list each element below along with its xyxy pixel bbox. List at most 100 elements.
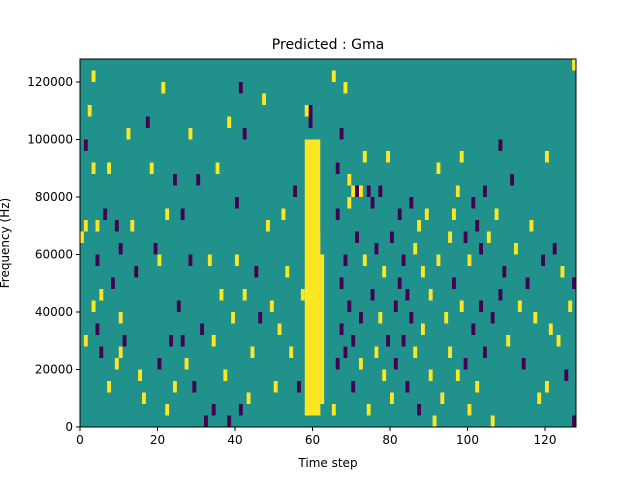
heatmap-cell xyxy=(436,162,441,174)
heatmap-cell xyxy=(393,300,398,312)
heatmap-cell xyxy=(370,197,375,209)
x-tick-label: 100 xyxy=(456,433,479,447)
heatmap-cell xyxy=(463,231,468,243)
heatmap-cell xyxy=(192,381,197,393)
y-tick-label: 80000 xyxy=(35,190,73,204)
heatmap-cell xyxy=(564,369,569,381)
heatmap-cell xyxy=(409,312,414,324)
heatmap-cell xyxy=(359,312,363,324)
heatmap-cell xyxy=(91,162,96,174)
heatmap-cell xyxy=(200,323,204,335)
x-tick-label: 80 xyxy=(382,433,397,447)
heatmap-cell xyxy=(479,300,483,312)
heatmap-cell xyxy=(401,335,406,347)
heatmap-cell xyxy=(134,266,139,278)
y-axis-ticks: 0 20000 40000 60000 80000 100000 120000 xyxy=(27,75,80,434)
heatmap-cell xyxy=(479,243,483,255)
heatmap-cell xyxy=(343,346,348,358)
heatmap-cell xyxy=(273,381,278,393)
heatmap-band xyxy=(316,231,321,416)
heatmap-cell xyxy=(173,174,177,186)
heatmap-cell xyxy=(95,254,100,266)
heatmap-cell xyxy=(393,358,398,370)
heatmap-cell xyxy=(355,185,359,197)
heatmap-cell xyxy=(525,277,530,289)
heatmap-cell xyxy=(91,70,96,82)
heatmap-cell xyxy=(331,70,336,82)
heatmap-cell xyxy=(347,197,352,209)
heatmap-cell xyxy=(122,335,127,347)
heatmap-cell xyxy=(180,208,185,220)
heatmap-cell xyxy=(235,254,239,266)
heatmap-cell xyxy=(359,358,363,370)
heatmap-cell xyxy=(242,128,247,140)
heatmap-cell xyxy=(397,277,402,289)
heatmap-cell xyxy=(173,381,177,393)
heatmap-cell xyxy=(289,346,294,358)
heatmap-cell xyxy=(521,358,526,370)
heatmap-cell xyxy=(510,174,514,186)
heatmap-cell xyxy=(366,185,371,197)
heatmap-cell xyxy=(417,220,421,232)
heatmap-cell xyxy=(374,346,379,358)
heatmap-cell xyxy=(390,231,394,243)
heatmap-cell xyxy=(87,105,92,117)
heatmap-cell xyxy=(467,404,472,416)
x-tick-label: 20 xyxy=(150,433,165,447)
heatmap-cell xyxy=(362,151,367,163)
heatmap-cell xyxy=(107,162,111,174)
heatmap-cell xyxy=(285,266,290,278)
heatmap-cell xyxy=(386,335,390,347)
heatmap-cell xyxy=(370,289,375,301)
heatmap-cell xyxy=(490,415,495,427)
heatmap-cell xyxy=(533,312,538,324)
heatmap-cell xyxy=(211,335,216,347)
heatmap-cell xyxy=(142,392,146,404)
heatmap-cell xyxy=(502,266,507,278)
heatmap-cell xyxy=(293,185,297,197)
heatmap-cell xyxy=(552,243,557,255)
heatmap-cell xyxy=(262,93,266,105)
y-tick-label: 120000 xyxy=(27,75,73,89)
heatmap-cell xyxy=(541,254,545,266)
heatmap-cell xyxy=(238,82,243,94)
heatmap-cell xyxy=(486,231,491,243)
heatmap-cell xyxy=(386,151,390,163)
heatmap-cell xyxy=(184,358,189,370)
heatmap-cell xyxy=(572,59,576,71)
heatmap-cell xyxy=(355,231,359,243)
heatmap-cell xyxy=(235,197,239,209)
heatmap-cell xyxy=(227,415,232,427)
heatmap-cell xyxy=(448,346,452,358)
heatmap-cell xyxy=(455,185,460,197)
heatmap-cell xyxy=(335,208,340,220)
heatmap-cell xyxy=(153,243,158,255)
heatmap-cell xyxy=(250,346,255,358)
heatmap-cell xyxy=(467,254,472,266)
heatmap-cell xyxy=(347,300,352,312)
heatmap-cell xyxy=(409,197,414,209)
heatmap-cell xyxy=(242,289,247,301)
heatmap-cell xyxy=(459,151,464,163)
heatmap-cell xyxy=(475,381,480,393)
heatmap-cell xyxy=(281,208,286,220)
heatmap-cell xyxy=(157,254,162,266)
y-tick-label: 20000 xyxy=(35,363,73,377)
heatmap-cell xyxy=(188,254,193,266)
heatmap-cell xyxy=(378,312,383,324)
heatmap-cell xyxy=(432,415,437,427)
heatmap-cell xyxy=(339,277,344,289)
heatmap-cell xyxy=(343,82,348,94)
heatmap-cell xyxy=(382,266,387,278)
heatmap-cell xyxy=(421,266,425,278)
plot-frame xyxy=(79,58,577,428)
heatmap-cell xyxy=(111,277,115,289)
heatmap-cell xyxy=(118,243,123,255)
x-tick-label: 60 xyxy=(305,433,320,447)
heatmap-cell xyxy=(483,346,487,358)
y-axis-label: Frequency (Hz) xyxy=(0,198,12,289)
heatmap-cell xyxy=(83,220,88,232)
heatmap-cell xyxy=(269,300,274,312)
heatmap-cell xyxy=(339,128,344,140)
